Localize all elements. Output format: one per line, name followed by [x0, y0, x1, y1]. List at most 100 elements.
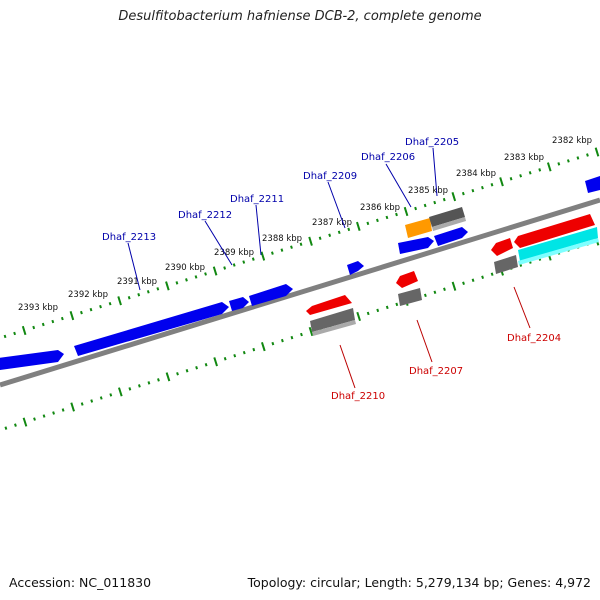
minor-tick: [271, 341, 275, 346]
major-tick: [308, 326, 314, 337]
forward-gene-label: Dhaf_2211: [230, 194, 284, 205]
minor-tick: [471, 278, 475, 282]
scale-label: 2391 kbp: [117, 277, 157, 287]
other-gene[interactable]: [429, 207, 465, 227]
minor-tick: [337, 230, 341, 235]
minor-tick: [176, 372, 179, 376]
reverse-gene-label: Dhaf_2204: [507, 333, 561, 344]
major-tick: [212, 266, 218, 276]
minor-tick: [242, 350, 246, 355]
other-gene[interactable]: [312, 320, 356, 336]
major-tick: [69, 311, 75, 321]
minor-tick: [41, 322, 45, 327]
minor-tick: [280, 248, 284, 252]
forward-gene-label: Dhaf_2213: [102, 232, 156, 243]
forward-gene[interactable]: [347, 261, 364, 275]
minor-tick: [423, 293, 427, 298]
reverse-gene[interactable]: [306, 295, 352, 315]
minor-tick: [586, 153, 589, 157]
minor-tick: [318, 236, 322, 240]
minor-tick: [385, 215, 389, 220]
minor-tick: [90, 399, 94, 403]
minor-tick: [566, 159, 570, 163]
forward-label-leaders: [127, 147, 438, 291]
rna-gene[interactable]: [405, 218, 432, 238]
forward-gene[interactable]: [0, 350, 64, 370]
minor-tick: [147, 381, 151, 385]
forward-gene-label: Dhaf_2212: [178, 210, 232, 221]
other-gene[interactable]: [310, 308, 355, 332]
minor-tick: [195, 366, 198, 370]
minor-tick: [366, 311, 370, 316]
other-gene[interactable]: [494, 255, 518, 274]
minor-tick: [137, 293, 141, 297]
minor-tick: [185, 278, 188, 282]
major-tick: [213, 357, 218, 367]
forward-gene[interactable]: [229, 297, 249, 311]
reverse-gene-label: Dhaf_2210: [331, 391, 385, 402]
reverse-label-leaders: [339, 286, 531, 389]
minor-tick: [538, 168, 542, 172]
minor-tick: [423, 203, 427, 208]
minor-tick: [280, 338, 284, 343]
major-tick: [594, 147, 600, 157]
major-tick: [260, 251, 266, 261]
major-tick: [451, 192, 457, 202]
minor-tick: [461, 191, 465, 196]
forward-gene-label: Dhaf_2205: [405, 137, 459, 148]
forward-gene-label: Dhaf_2209: [303, 171, 357, 182]
minor-tick: [252, 347, 256, 352]
forward-gene[interactable]: [249, 284, 293, 306]
minor-tick: [443, 287, 446, 292]
highlighted-gene[interactable]: [518, 238, 599, 265]
minor-tick: [385, 305, 389, 310]
minor-tick: [4, 426, 8, 430]
major-tick: [403, 206, 409, 217]
minor-tick: [242, 260, 246, 264]
reverse-gene-label: Dhaf_2207: [409, 366, 463, 377]
other-gene[interactable]: [432, 217, 466, 231]
reverse-gene[interactable]: [491, 238, 513, 256]
scale-label: 2393 kbp: [18, 303, 58, 313]
minor-tick: [233, 353, 237, 358]
minor-tick: [128, 387, 132, 391]
minor-tick: [509, 177, 513, 181]
other-gene[interactable]: [398, 288, 422, 306]
highlighted-gene[interactable]: [518, 227, 598, 261]
minor-tick: [52, 411, 55, 415]
minor-tick: [376, 218, 379, 223]
minor-tick: [290, 335, 294, 340]
minor-tick: [576, 156, 580, 160]
major-tick: [546, 162, 552, 172]
minor-tick: [13, 331, 17, 336]
forward-gene[interactable]: [398, 237, 434, 254]
minor-tick: [194, 275, 198, 279]
major-tick: [21, 325, 27, 336]
forward-gene[interactable]: [74, 302, 229, 356]
major-tick: [499, 177, 504, 187]
minor-tick: [14, 423, 17, 427]
minor-tick: [156, 287, 160, 291]
genome-summary: Topology: circular; Length: 5,279,134 bp…: [247, 575, 591, 590]
forward-gene[interactable]: [434, 227, 468, 246]
minor-tick: [42, 414, 46, 418]
minor-tick: [442, 197, 446, 202]
scale-label: 2389 kbp: [214, 248, 254, 258]
reverse-gene[interactable]: [396, 271, 418, 288]
scale-label: 2390 kbp: [165, 263, 205, 273]
minor-tick: [490, 272, 494, 276]
minor-tick: [290, 245, 293, 249]
reverse-gene[interactable]: [514, 214, 595, 248]
minor-tick: [3, 334, 7, 339]
minor-tick: [376, 308, 380, 313]
major-tick: [308, 236, 313, 246]
minor-tick: [80, 310, 83, 315]
minor-tick: [251, 257, 255, 261]
minor-tick: [80, 402, 84, 406]
minor-tick: [528, 171, 532, 175]
minor-tick: [490, 182, 494, 187]
minor-tick: [175, 281, 179, 285]
forward-gene-label: Dhaf_2206: [361, 152, 415, 163]
major-tick: [261, 342, 266, 352]
forward-gene[interactable]: [585, 176, 600, 193]
